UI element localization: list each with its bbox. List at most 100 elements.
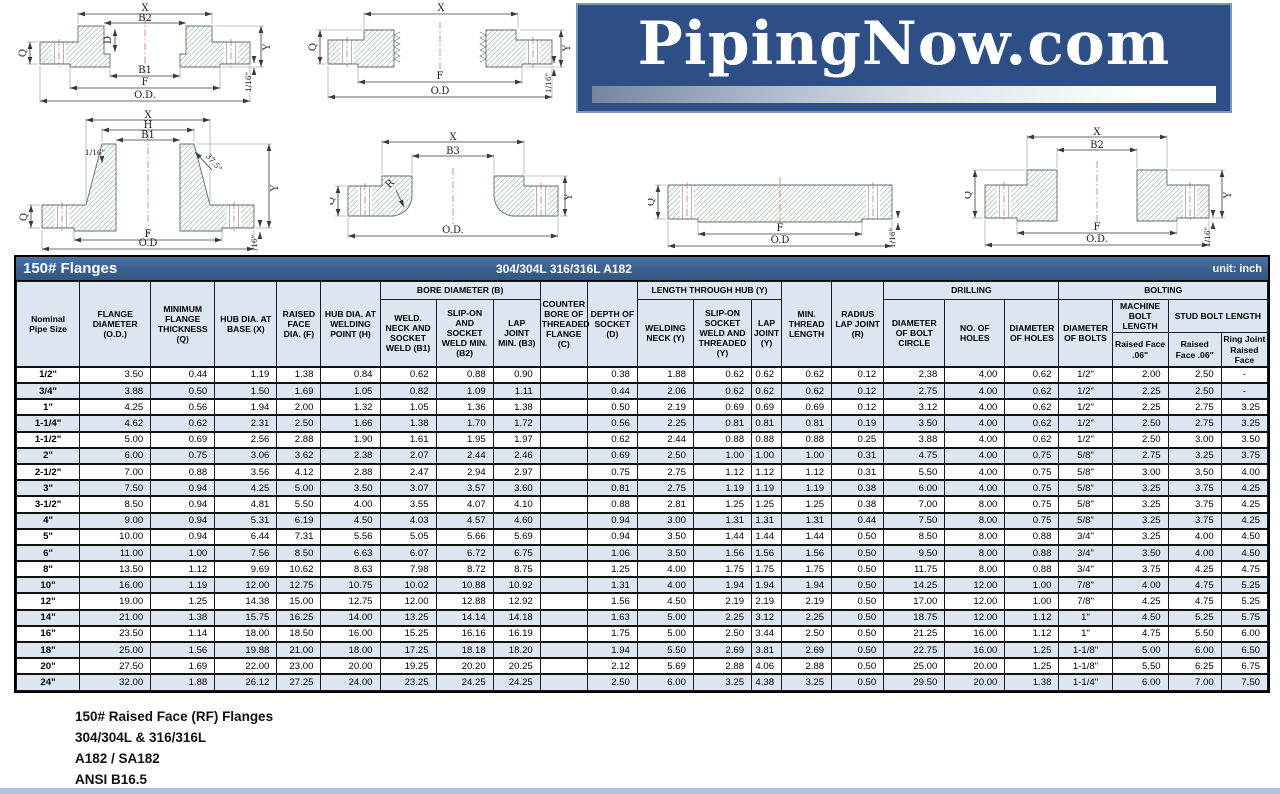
data-cell: 16.00 (320, 624, 381, 643)
data-cell: 3/4" (1058, 527, 1113, 546)
data-cell: 9.69 (214, 560, 278, 578)
data-cell: 0.62 (751, 365, 783, 384)
data-cell: 1.00 (781, 446, 833, 465)
data-cell: 3/4" (1058, 543, 1113, 562)
data-cell: 2.44 (435, 446, 494, 465)
data-cell (539, 576, 588, 594)
data-cell: 2.81 (636, 495, 694, 514)
data-cell: 4.00 (1220, 462, 1269, 481)
dim-label-y: Y (1223, 191, 1234, 199)
data-cell: 1.00 (692, 446, 753, 465)
data-cell: 11.75 (883, 560, 946, 578)
data-cell: 3.81 (751, 641, 783, 659)
data-cell: 5/8" (1058, 511, 1113, 530)
data-cell: 1.25 (692, 495, 753, 514)
data-cell: 27.50 (79, 657, 152, 675)
data-cell: 3.62 (276, 446, 322, 465)
data-cell: 14.00 (320, 608, 381, 627)
data-cell (539, 365, 588, 384)
data-cell: 3.00 (1111, 462, 1169, 481)
data-cell: 3.88 (883, 430, 946, 449)
data-cell: 1.94 (214, 398, 278, 416)
data-cell: 2.19 (751, 592, 783, 611)
data-cell: 16.16 (435, 624, 494, 643)
logo-text: PipingNow.com (637, 9, 1171, 79)
data-cell: 5/8" (1058, 495, 1113, 514)
data-cell: 1.56 (150, 641, 216, 659)
data-cell: 14.14 (435, 608, 494, 627)
data-cell: 0.94 (150, 495, 216, 514)
data-cell: 12.75 (320, 592, 381, 611)
data-cell: 2.50 (636, 446, 694, 465)
data-cell: 21.00 (79, 608, 152, 627)
data-cell: 4.25 (1167, 560, 1222, 578)
data-cell: 5.50 (276, 495, 322, 514)
data-cell: 0.94 (150, 511, 216, 530)
data-cell: 3/4" (1058, 560, 1113, 578)
data-cell (539, 527, 588, 546)
data-cell: 6.50 (1220, 641, 1269, 659)
data-cell: 4.00 (944, 462, 1006, 481)
data-cell: 2.75 (1167, 398, 1222, 416)
data-cell: 3.50 (1111, 543, 1169, 562)
data-cell: 1.11 (492, 382, 541, 400)
data-cell: 4.00 (944, 382, 1006, 400)
data-cell: 17.25 (379, 641, 437, 659)
data-cell: 1" (1058, 608, 1113, 627)
dim-label-od: O.D. (1086, 234, 1108, 245)
data-cell: 27.25 (276, 673, 322, 691)
data-cell: 2.25 (636, 414, 694, 433)
dim-label-q: Q (19, 213, 30, 221)
data-cell: 0.38 (831, 479, 885, 497)
data-cell: 0.62 (1004, 398, 1060, 416)
data-cell (539, 624, 588, 643)
data-cell: 4.00 (636, 576, 694, 594)
sub-header-machine-bolt-length: MACHINE BOLT LENGTH (1111, 298, 1169, 334)
data-cell: 4.06 (751, 657, 783, 675)
data-cell: 1.61 (379, 430, 437, 449)
data-cell: 4.00 (320, 495, 381, 514)
table-row: 12" 19.00 1.25 14.38 15.00 12.75 12.00 12.88 12.… (15, 592, 1269, 611)
data-cell: 0.69 (751, 398, 783, 416)
pipe-size-cell: 20" (15, 657, 81, 675)
data-cell: 2.00 (1111, 365, 1169, 384)
data-cell: 0.88 (150, 462, 216, 481)
data-cell: 5.00 (636, 624, 694, 643)
dim-label-bevel-angle: 37.5° (204, 152, 224, 174)
data-cell: 4.75 (1220, 560, 1269, 578)
data-cell: 3.50 (1167, 462, 1222, 481)
data-cell: 4.00 (636, 560, 694, 578)
data-cell: 16.00 (944, 624, 1006, 643)
data-cell: 3.12 (883, 398, 946, 416)
data-cell: 4.50 (1111, 608, 1169, 627)
data-cell: 7/8" (1058, 576, 1113, 594)
material-grades: 304/304L 316/316L A182 (496, 261, 632, 276)
data-cell: 0.62 (692, 365, 753, 384)
data-cell: 8.00 (944, 560, 1006, 578)
data-cell: 0.50 (831, 608, 885, 627)
data-cell: 10.62 (276, 560, 322, 578)
data-cell: 3.56 (214, 462, 278, 481)
data-cell: 4.38 (751, 673, 783, 691)
data-cell: 0.50 (831, 673, 885, 691)
data-cell: 4.75 (1167, 576, 1222, 594)
col-header-counter-bore: COUNTER BORE OF THREADED FLANGE (C) (539, 280, 590, 368)
dim-label-y: Y (564, 193, 575, 201)
data-cell: 5.75 (1220, 608, 1269, 627)
pipe-size-cell: 1" (15, 398, 81, 416)
data-cell: 4.25 (1220, 495, 1269, 514)
data-cell: 2.75 (883, 382, 946, 400)
data-cell: 0.56 (150, 398, 216, 416)
data-cell: 1.44 (781, 527, 833, 546)
data-cell: 7.50 (883, 511, 946, 530)
data-cell: 8.75 (492, 560, 541, 578)
data-cell: 3.50 (79, 365, 152, 384)
data-cell: 4.62 (79, 414, 152, 433)
col-header-machine-raised-face: Raised Face .06" (1111, 332, 1169, 368)
data-cell: 0.50 (831, 543, 885, 562)
col-header-raised-face-dia: RAISED FACE DIA. (F) (276, 280, 322, 368)
data-cell: 1.12 (150, 560, 216, 578)
data-cell: 4.75 (1111, 624, 1169, 643)
data-cell: 1.19 (692, 479, 753, 497)
data-cell: 5.25 (1220, 592, 1269, 611)
